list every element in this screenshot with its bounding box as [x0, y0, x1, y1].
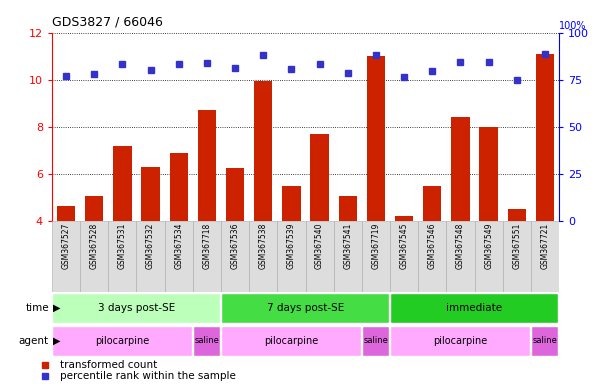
Bar	[395, 216, 413, 315]
Bar	[480, 127, 498, 315]
Text: GSM367718: GSM367718	[202, 223, 211, 269]
Text: GSM367719: GSM367719	[371, 223, 381, 269]
Bar	[334, 221, 362, 292]
Bar	[531, 326, 558, 356]
Bar	[362, 326, 389, 356]
Bar	[221, 293, 389, 323]
Bar	[113, 146, 131, 315]
Bar	[310, 134, 329, 315]
Text: GSM367551: GSM367551	[512, 223, 521, 269]
Text: transformed count: transformed count	[60, 360, 158, 370]
Text: saline: saline	[533, 336, 557, 345]
Text: 7 days post-SE: 7 days post-SE	[267, 303, 344, 313]
Bar	[108, 221, 136, 292]
Bar	[447, 221, 475, 292]
Text: GSM367548: GSM367548	[456, 223, 465, 269]
Text: ▶: ▶	[53, 336, 60, 346]
Bar	[475, 221, 503, 292]
Text: agent: agent	[19, 336, 49, 346]
Bar	[85, 196, 103, 315]
Bar	[80, 221, 108, 292]
Text: pilocarpine: pilocarpine	[95, 336, 150, 346]
Bar	[531, 221, 559, 292]
Bar	[170, 152, 188, 315]
Bar	[277, 221, 306, 292]
Bar	[193, 221, 221, 292]
Text: time: time	[25, 303, 49, 313]
Text: saline: saline	[364, 336, 389, 345]
Bar	[306, 221, 334, 292]
Text: GSM367538: GSM367538	[258, 223, 268, 269]
Bar	[221, 326, 360, 356]
Bar	[390, 221, 418, 292]
Text: GDS3827 / 66046: GDS3827 / 66046	[52, 16, 163, 29]
Bar	[503, 221, 531, 292]
Text: ▶: ▶	[53, 303, 60, 313]
Text: GSM367549: GSM367549	[484, 223, 493, 270]
Text: immediate: immediate	[447, 303, 503, 313]
Bar	[198, 110, 216, 315]
Bar	[254, 81, 273, 315]
Bar	[249, 221, 277, 292]
Text: pilocarpine: pilocarpine	[265, 336, 318, 346]
Bar	[508, 209, 526, 315]
Text: GSM367527: GSM367527	[62, 223, 70, 269]
Text: 100%: 100%	[559, 21, 587, 31]
Text: GSM367532: GSM367532	[146, 223, 155, 269]
Text: GSM367536: GSM367536	[230, 223, 240, 270]
Text: GSM367539: GSM367539	[287, 223, 296, 270]
Text: GSM367534: GSM367534	[174, 223, 183, 270]
Bar	[338, 196, 357, 315]
Text: GSM367540: GSM367540	[315, 223, 324, 270]
Bar	[423, 185, 441, 315]
Text: GSM367546: GSM367546	[428, 223, 437, 270]
Text: pilocarpine: pilocarpine	[433, 336, 488, 346]
Text: percentile rank within the sample: percentile rank within the sample	[60, 371, 236, 381]
Bar	[57, 205, 75, 315]
Bar	[226, 168, 244, 315]
Text: GSM367541: GSM367541	[343, 223, 353, 269]
Text: GSM367531: GSM367531	[118, 223, 127, 269]
Text: GSM367528: GSM367528	[90, 223, 99, 269]
Bar	[52, 326, 192, 356]
Bar	[367, 56, 385, 315]
Bar	[282, 185, 301, 315]
Bar	[164, 221, 193, 292]
Bar	[52, 293, 220, 323]
Bar	[52, 221, 80, 292]
Bar	[136, 221, 164, 292]
Bar	[362, 221, 390, 292]
Bar	[141, 167, 159, 315]
Bar	[390, 326, 530, 356]
Bar	[418, 221, 447, 292]
Bar	[390, 293, 558, 323]
Text: 3 days post-SE: 3 days post-SE	[98, 303, 175, 313]
Bar	[536, 54, 554, 315]
Text: GSM367545: GSM367545	[400, 223, 409, 270]
Bar	[221, 221, 249, 292]
Bar	[193, 326, 220, 356]
Text: GSM367721: GSM367721	[541, 223, 549, 269]
Bar	[452, 118, 470, 315]
Text: saline: saline	[194, 336, 219, 345]
